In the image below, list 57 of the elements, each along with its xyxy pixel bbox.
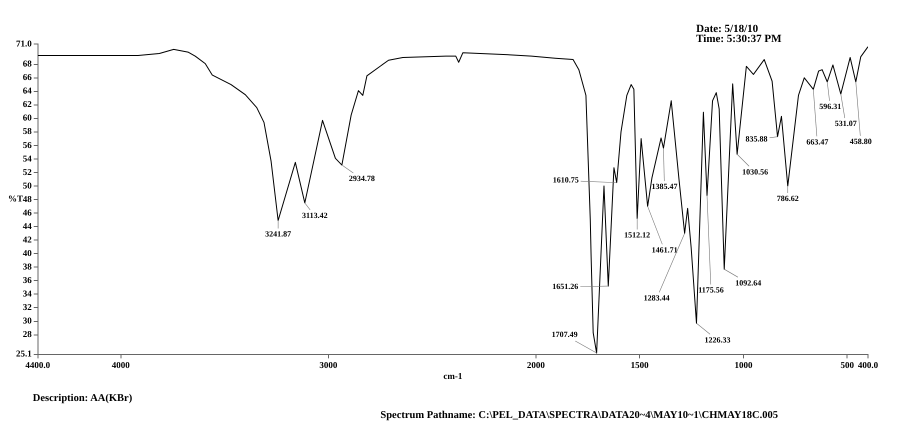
annotation: 2934.78 bbox=[348, 174, 375, 184]
annotation: 3113.42 bbox=[302, 210, 328, 220]
annotation: 1283.44 bbox=[644, 293, 670, 302]
y-tick-label: 64 bbox=[22, 86, 32, 96]
x-tick-label: 4400.0 bbox=[25, 360, 51, 370]
annotation: 1707.49 bbox=[552, 330, 578, 340]
y-tick-label: 42 bbox=[22, 234, 32, 244]
x-tick-label: 3000 bbox=[319, 360, 338, 370]
text: Spectrum Pathname: C:\PEL_DATA\SPECTRA\DATA20~4\MAY10~1\CHMAY18C.005 bbox=[380, 410, 778, 422]
annotation: 458.80 bbox=[850, 136, 872, 146]
y-tick-label: 60 bbox=[22, 112, 32, 123]
y-axis-title: %T bbox=[8, 194, 24, 204]
x-tick-label: 4000 bbox=[112, 360, 130, 370]
y-tick-label: 66 bbox=[22, 72, 32, 82]
y-tick-label: 62 bbox=[22, 99, 32, 110]
annotation: 1226.33 bbox=[704, 335, 730, 344]
y-tick-label: 52 bbox=[22, 166, 32, 177]
y-tick-label: 40 bbox=[22, 248, 32, 258]
x-axis-title: cm-1 bbox=[443, 370, 463, 381]
y-tick-label: 58 bbox=[22, 126, 32, 136]
y-tick-label: 56 bbox=[22, 140, 32, 150]
y-tick-label: 28 bbox=[22, 329, 32, 340]
y-tick-label: 44 bbox=[22, 220, 32, 231]
y-tick-label: 32 bbox=[22, 302, 32, 312]
x-tick-label: 400.0 bbox=[858, 360, 879, 370]
annotation: 1512.12 bbox=[624, 230, 650, 240]
y-tick-label: 34 bbox=[22, 288, 32, 299]
y-tick-label: 71.0 bbox=[16, 38, 32, 48]
y-tick-label: 38 bbox=[22, 261, 32, 272]
y-tick-label: 54 bbox=[22, 153, 32, 164]
x-tick-label: 2000 bbox=[526, 360, 546, 370]
annotation: 1610.75 bbox=[552, 176, 579, 185]
annotation: 786.62 bbox=[776, 194, 799, 204]
y-tick-label: 50 bbox=[22, 180, 32, 190]
annotation: 1175.56 bbox=[698, 286, 724, 295]
y-tick-label: 25.1 bbox=[16, 348, 32, 359]
text: Date: 5/18/10 bbox=[696, 22, 759, 35]
annotation: 531.07 bbox=[834, 119, 857, 128]
x-tick-label: 1500 bbox=[630, 360, 650, 370]
annotation: 1385.47 bbox=[651, 182, 678, 192]
annotation: 663.47 bbox=[806, 137, 828, 146]
annotation: 3241.87 bbox=[265, 230, 292, 239]
text: Description: AA(KBr) bbox=[32, 393, 133, 404]
annotation: 1092.64 bbox=[735, 278, 762, 288]
annotation: 1461.71 bbox=[652, 245, 678, 254]
annotation: Time: 5:30:37 PM bbox=[696, 33, 782, 46]
x-tick-label: 500 bbox=[840, 360, 854, 370]
y-tick-label: 68 bbox=[22, 58, 32, 69]
y-tick-label: 30 bbox=[22, 316, 32, 326]
annotation: 596.31 bbox=[819, 102, 842, 111]
y-tick-label: 46 bbox=[22, 207, 32, 218]
annotation: 835.88 bbox=[746, 134, 768, 144]
annotation: 1651.26 bbox=[552, 282, 578, 292]
annotation: 1030.56 bbox=[742, 167, 768, 176]
x-tick-label: 1000 bbox=[734, 360, 753, 370]
y-tick-label: 48 bbox=[22, 194, 32, 204]
y-tick-label: 36 bbox=[22, 275, 32, 286]
